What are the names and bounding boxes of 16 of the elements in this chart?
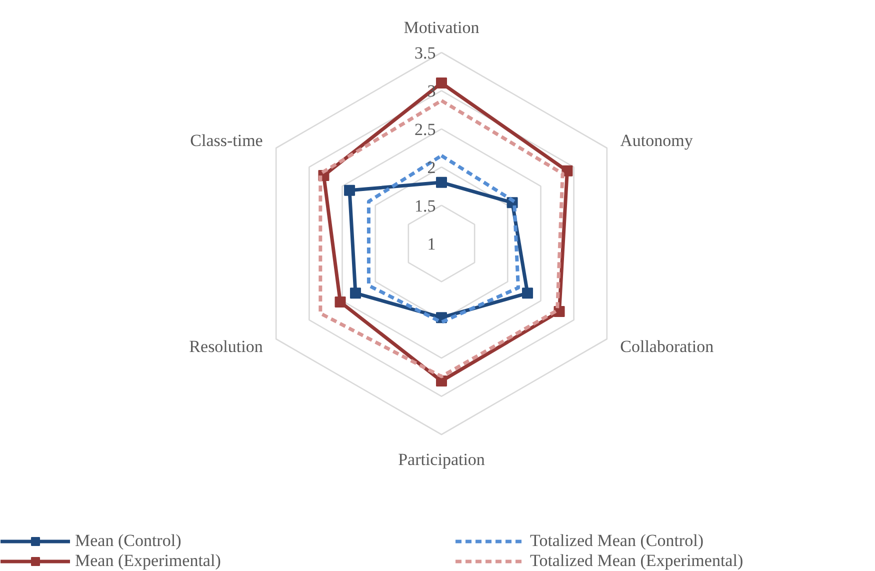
y-tick-label: 2: [427, 158, 436, 178]
spoke-label: Collaboration: [620, 337, 714, 356]
spoke-label: Class-time: [190, 130, 263, 150]
spoke-label: Motivation: [404, 18, 480, 38]
spoke-label: Autonomy: [620, 130, 694, 150]
spoke-label: Participation: [398, 450, 486, 469]
y-tick-label: 2.5: [414, 120, 436, 139]
legend-label: Totalized Mean (Experimental): [530, 551, 744, 571]
y-tick-label: 1.5: [414, 196, 436, 216]
legend-label: Mean (Experimental): [75, 551, 221, 571]
y-tick-label: 1: [427, 234, 436, 254]
spoke-label: Resolution: [189, 337, 264, 356]
legend-label: Totalized Mean (Control): [530, 531, 704, 551]
y-tick-label: 3.5: [414, 44, 436, 62]
legend-label: Mean (Control): [75, 531, 182, 551]
y-tick-label: 3: [427, 82, 436, 101]
